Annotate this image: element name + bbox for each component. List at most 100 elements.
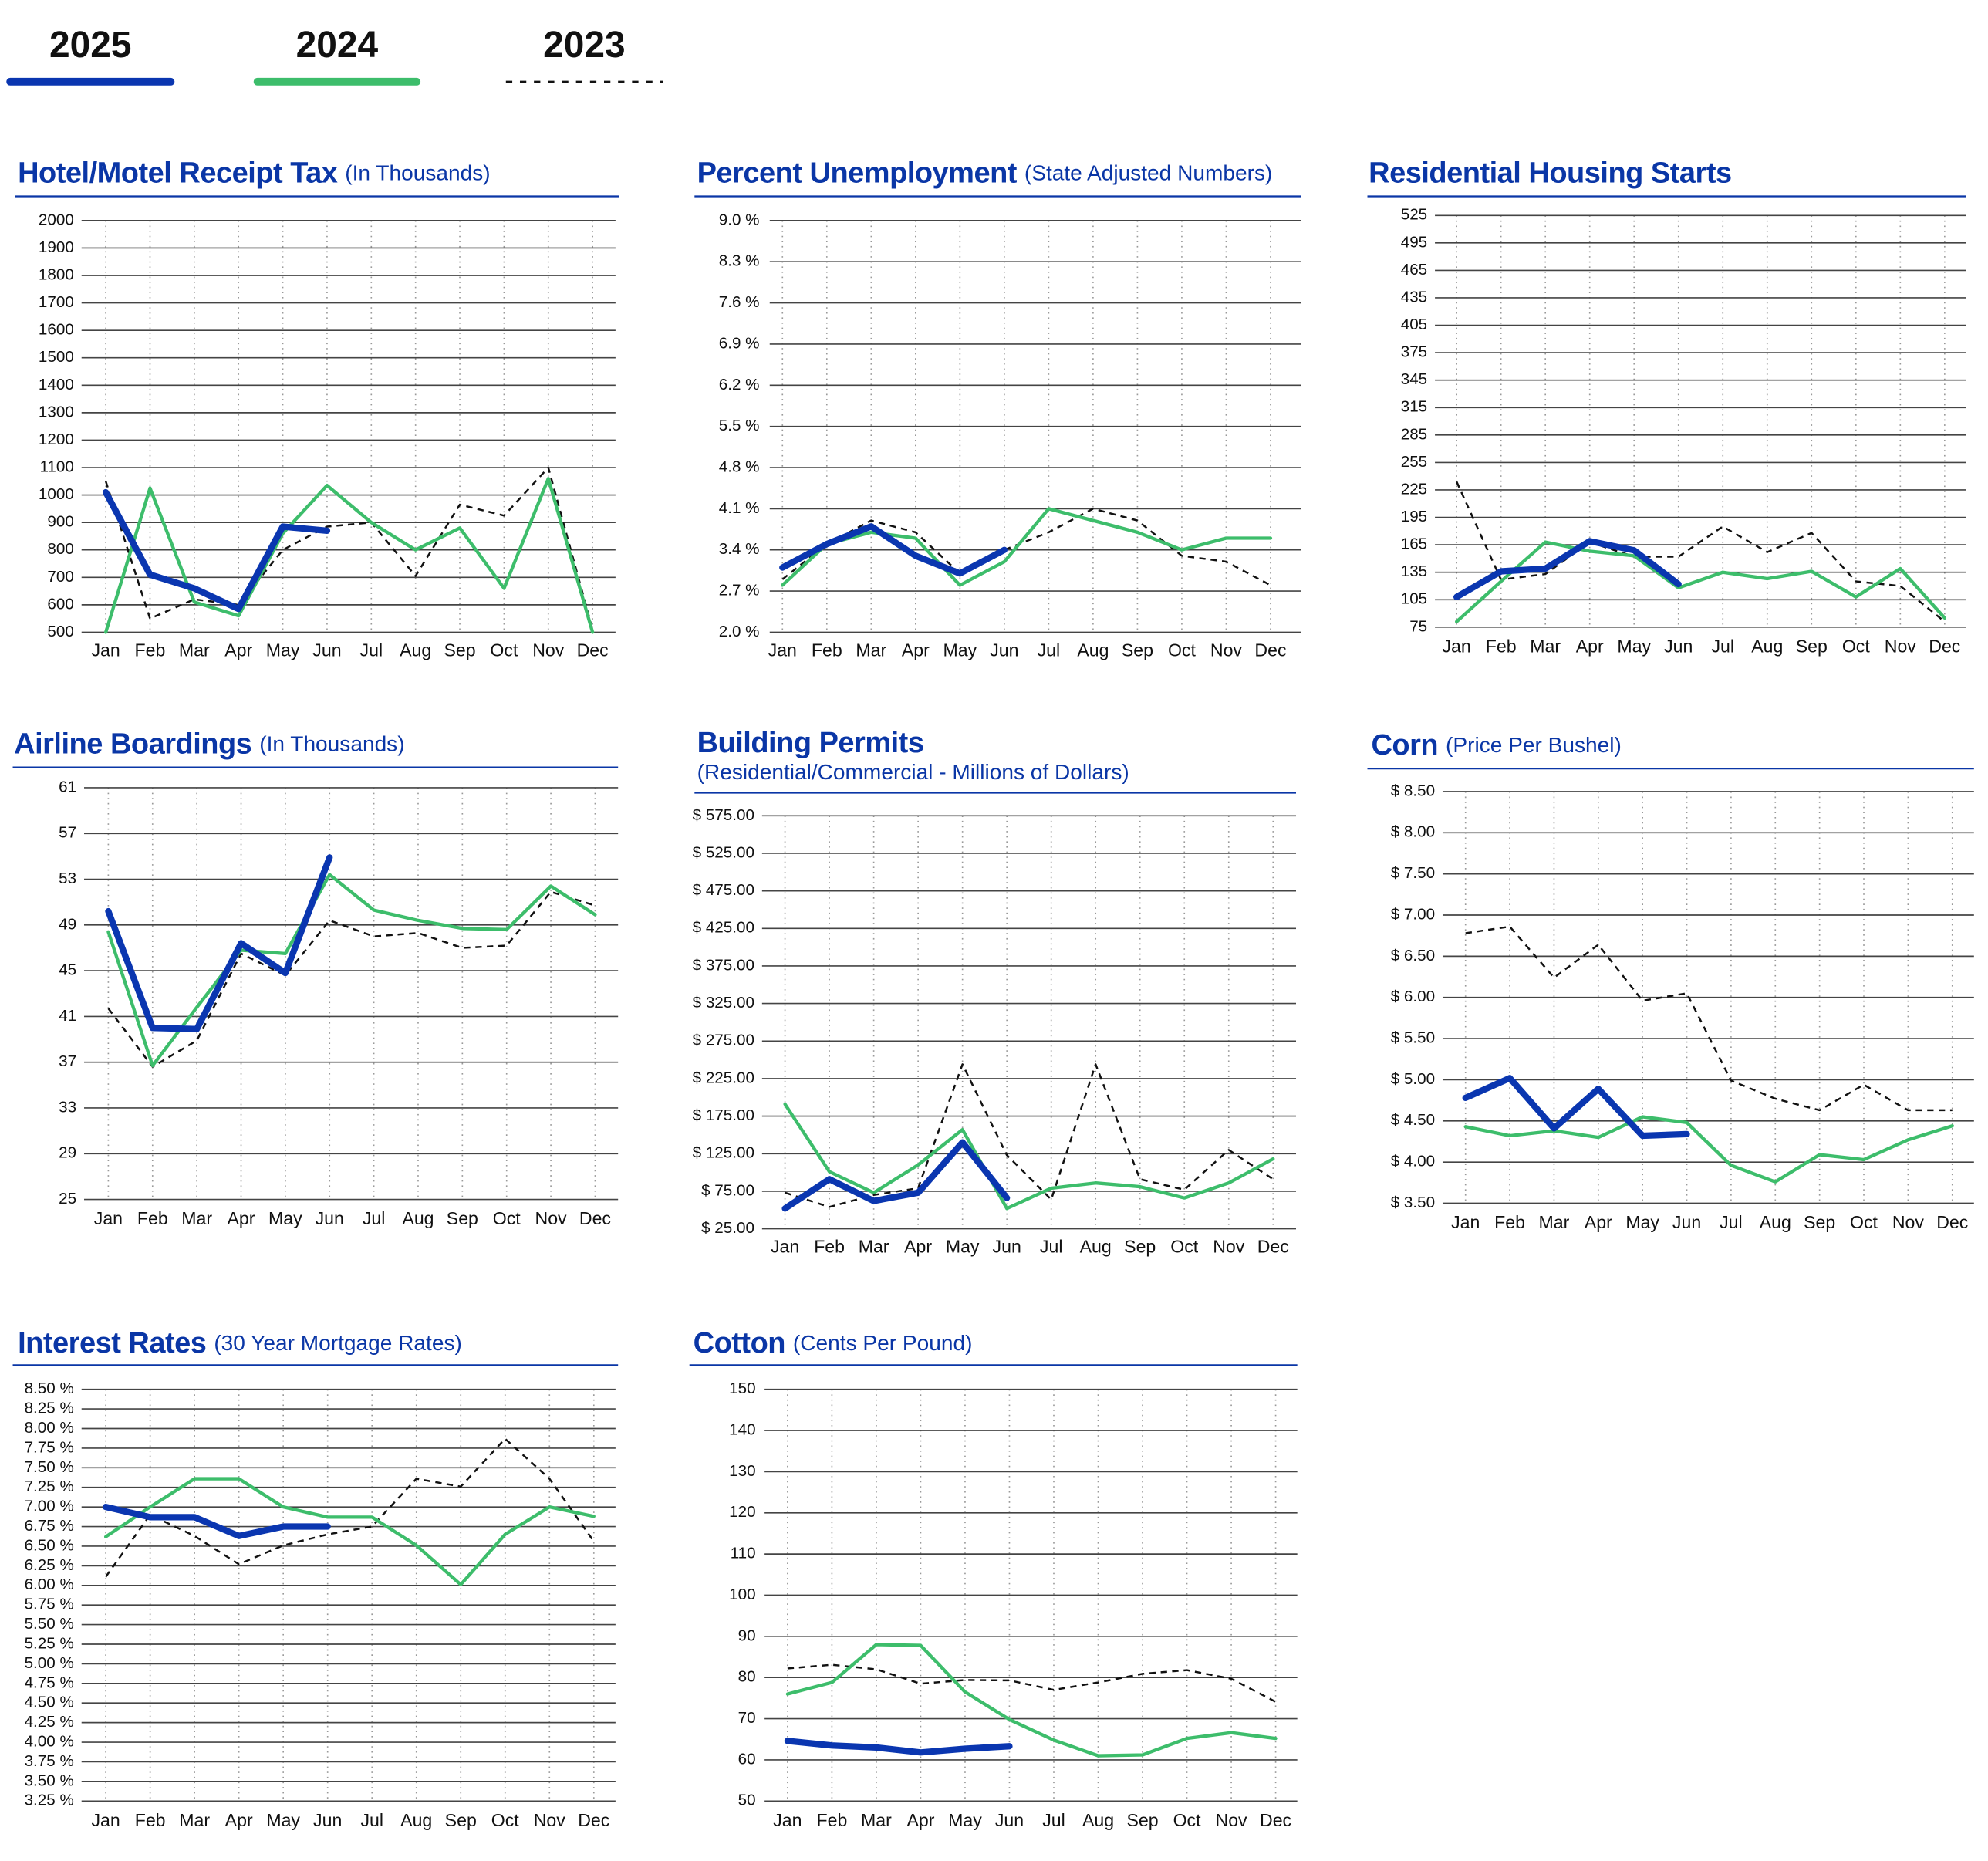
x-tick-label: Apr: [902, 640, 930, 660]
chart: Corn (Price Per Bushel) $ 3.50 $ 4.00 $ 4.50…: [1367, 729, 1974, 1232]
y-tick-label: 1000: [39, 485, 74, 503]
y-tick-label: 4.8 %: [719, 458, 760, 475]
subtitle: (30 Year Mortgage Rates): [214, 1331, 462, 1355]
x-tick-label: Sep: [445, 1810, 477, 1830]
x-tick-label: Feb: [1486, 636, 1517, 656]
x-tick-label: Mar: [861, 1810, 892, 1830]
legend-label: 2025: [49, 25, 132, 66]
chart-title: Hotel/Motel Receipt Tax (In Thousands): [18, 157, 491, 189]
series-line: [103, 1477, 596, 1586]
series-line: [1453, 538, 1682, 600]
y-tick-label: 50: [738, 1792, 756, 1809]
x-tick-label: Nov: [1885, 636, 1917, 656]
y-tick-label: 900: [47, 513, 73, 531]
y-tick-label: $ 275.00: [693, 1032, 754, 1049]
x-tick-label: Jul: [1720, 1212, 1743, 1232]
chart-subtitle: (Residential/Commercial - Millions of Do…: [697, 760, 1129, 784]
y-tick-label: 4.1 %: [719, 499, 760, 517]
series-line: [779, 523, 1008, 577]
series-line: [103, 477, 595, 634]
y-tick-label: $ 5.00: [1391, 1070, 1435, 1088]
x-tick-label: Jun: [993, 1236, 1021, 1256]
y-tick-label: 1100: [39, 458, 73, 475]
y-tick-label: 8.00 %: [25, 1419, 74, 1437]
y-tick-label: $ 475.00: [693, 881, 754, 899]
x-tick-label: Aug: [402, 1208, 434, 1228]
x-tick-label: Sep: [1124, 1236, 1156, 1256]
series-line: [1465, 925, 1953, 1112]
y-tick-label: 600: [47, 595, 73, 613]
y-tick-label: 1300: [39, 403, 74, 420]
y-tick-label: $ 4.50: [1391, 1111, 1435, 1129]
x-tick-label: Aug: [400, 1810, 432, 1830]
series-line: [784, 1738, 1013, 1756]
x-tick-label: Oct: [493, 1208, 521, 1228]
x-tick-label: Sep: [1126, 1810, 1158, 1830]
y-tick-label: 5.50 %: [25, 1615, 74, 1633]
y-tick-label: 140: [729, 1421, 755, 1439]
y-tick-label: 53: [59, 870, 76, 887]
series-line: [1463, 1115, 1954, 1184]
y-tick-label: $ 375.00: [693, 956, 754, 974]
x-tick-label: Nov: [1213, 1236, 1245, 1256]
y-tick-label: 5.25 %: [25, 1634, 74, 1652]
y-tick-label: 9.0 %: [719, 211, 760, 228]
y-tick-label: $ 25.00: [701, 1219, 754, 1237]
x-tick-label: Jun: [1664, 636, 1693, 656]
y-tick-label: 345: [1401, 370, 1427, 388]
x-tick-label: Feb: [135, 1810, 166, 1830]
y-tick-label: $ 7.00: [1391, 905, 1435, 923]
x-tick-label: Apr: [228, 1208, 255, 1228]
x-tick-label: May: [948, 1810, 982, 1830]
chart-title: Building Permits: [697, 727, 924, 759]
x-tick-label: May: [1617, 636, 1651, 656]
y-tick-label: 3.50 %: [25, 1771, 74, 1789]
y-tick-label: 6.2 %: [719, 376, 760, 393]
chart: Hotel/Motel Receipt Tax (In Thousands) 500…: [15, 157, 619, 660]
y-tick-label: 3.75 %: [25, 1752, 74, 1770]
y-tick-label: 195: [1401, 508, 1427, 525]
y-tick-label: 8.25 %: [25, 1400, 74, 1417]
x-tick-label: Jun: [995, 1810, 1024, 1830]
y-tick-label: 25: [59, 1190, 76, 1207]
x-tick-label: Jun: [312, 640, 341, 660]
y-tick-label: 8.50 %: [25, 1380, 74, 1397]
x-tick-label: Oct: [1850, 1212, 1878, 1232]
x-tick-label: Apr: [906, 1810, 934, 1830]
x-tick-label: Oct: [1168, 640, 1197, 660]
y-tick-label: $ 6.00: [1391, 988, 1435, 1005]
x-tick-label: Apr: [1585, 1212, 1612, 1232]
x-tick-label: Mar: [179, 640, 210, 660]
x-tick-label: Jul: [363, 1208, 386, 1228]
y-tick-label: 2.7 %: [719, 582, 760, 600]
y-tick-label: 500: [47, 623, 73, 640]
x-tick-label: Nov: [1892, 1212, 1925, 1232]
x-tick-label: Feb: [135, 640, 166, 660]
x-tick-label: Jul: [1040, 1236, 1063, 1256]
x-tick-label: Nov: [1216, 1810, 1248, 1830]
y-tick-label: 700: [47, 568, 73, 586]
y-tick-label: 105: [1401, 590, 1427, 608]
series-line: [104, 466, 594, 630]
y-tick-label: 7.50 %: [25, 1458, 74, 1476]
y-tick-label: 7.6 %: [719, 293, 760, 311]
y-tick-label: 2.0 %: [719, 623, 760, 640]
x-tick-label: Feb: [137, 1208, 168, 1228]
y-tick-label: 285: [1401, 425, 1427, 443]
x-tick-label: Oct: [491, 1810, 520, 1830]
y-tick-label: 4.00 %: [25, 1732, 74, 1750]
series-line: [105, 1437, 595, 1578]
y-tick-label: $ 75.00: [701, 1181, 754, 1199]
chart: Interest Rates (30 Year Mortgage Rates) 3.…: [12, 1327, 619, 1830]
x-tick-label: Dec: [579, 1208, 611, 1228]
x-tick-label: Dec: [1257, 1236, 1289, 1256]
y-tick-label: 135: [1401, 562, 1427, 580]
x-tick-label: Jan: [1451, 1212, 1480, 1232]
x-tick-label: Mar: [179, 1810, 210, 1830]
x-tick-label: Feb: [814, 1236, 845, 1256]
subtitle: (State Adjusted Numbers): [1024, 161, 1273, 185]
x-tick-label: Dec: [1254, 640, 1286, 660]
y-tick-label: 375: [1401, 343, 1427, 361]
y-tick-label: 57: [59, 824, 76, 842]
y-tick-label: 7.25 %: [25, 1478, 74, 1495]
